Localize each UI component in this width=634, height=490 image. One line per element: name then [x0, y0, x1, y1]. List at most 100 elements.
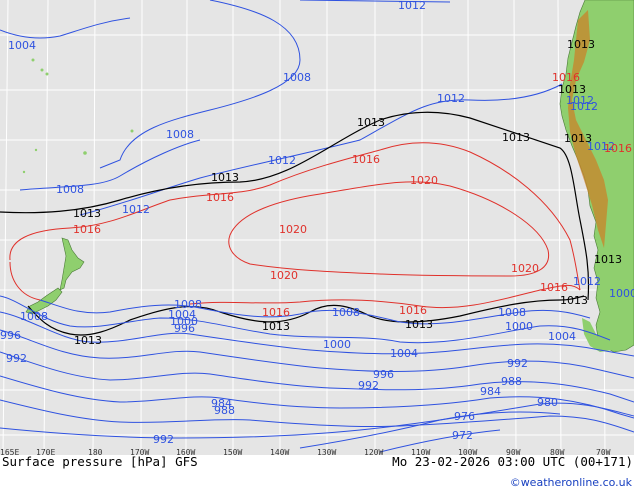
longitude-label: 140W: [270, 448, 289, 457]
isobar-label: 992: [507, 357, 528, 370]
island-dot: [31, 58, 35, 62]
isobar-line-984-south: [0, 399, 634, 433]
isobar-label: 992: [6, 352, 27, 365]
isobar-label: 976: [454, 410, 475, 423]
isobar-label: 1013: [564, 132, 592, 145]
island-dot: [45, 72, 49, 76]
isobar-label: 1004: [548, 330, 576, 343]
isobar-line-1020: [228, 181, 550, 277]
island-dot: [40, 68, 44, 72]
isobar-label: 1012: [398, 0, 426, 12]
isobar-label: 1013: [558, 83, 586, 96]
isobar-label: 1013: [262, 320, 290, 333]
isobar-line-1000-south: [0, 311, 634, 357]
isobar-label: 1012: [122, 203, 150, 216]
isobar-label: 972: [452, 429, 473, 442]
longitude-label: 170E: [36, 448, 55, 457]
isobar-label: 1008: [56, 183, 84, 196]
isobar-line-1013-north: [0, 111, 590, 301]
island-dot: [130, 129, 134, 133]
isobar-label: 1000: [323, 338, 351, 351]
isobar-line-1012-north: [99, 0, 301, 169]
isobar-label: 1012: [437, 92, 465, 105]
isobar-label: 1020: [410, 174, 438, 187]
isobar-label: 1000: [609, 287, 634, 300]
isobar-label: 1012: [570, 100, 598, 113]
isobar-line-1016-south: [9, 261, 581, 309]
isobar-label: 1020: [279, 223, 307, 236]
isobar-label: 992: [153, 433, 174, 446]
isobar-label: 1016: [262, 306, 290, 319]
isobar-label: 992: [358, 379, 379, 392]
isobar-label: 988: [501, 375, 522, 388]
footer-strip: [0, 455, 634, 490]
isobar-line-980-south: [0, 402, 634, 439]
isobar-label: 1012: [573, 275, 601, 288]
isobar-label: 1013: [594, 253, 622, 266]
isobar-label: 1008: [20, 310, 48, 323]
isobar-labels: 1012 1004 1008 1012 1008 1012 1008 1012 …: [0, 0, 634, 446]
longitude-label: 160W: [176, 448, 195, 457]
isobar-label: 984: [211, 397, 232, 410]
isobar-line-1004-south: [0, 295, 611, 344]
isobar-label: 1000: [505, 320, 533, 333]
isobar-line-992-south: [0, 351, 634, 403]
isobar-label: 1013: [567, 38, 595, 51]
isobar-label: 1016: [540, 281, 568, 294]
patagonia-coast: [582, 318, 612, 352]
longitude-label: 150W: [223, 448, 242, 457]
isobar-label: 1008: [332, 306, 360, 319]
isobar-label: 1004: [168, 308, 196, 321]
isobar-label: 1016: [73, 223, 101, 236]
longitude-label: 180: [88, 448, 103, 457]
isobar-line-972-south: [379, 429, 501, 453]
longitude-label: 130W: [317, 448, 336, 457]
longitude-label: 170W: [130, 448, 149, 457]
graticule: [0, 0, 634, 456]
isobar-label: 1020: [511, 262, 539, 275]
longitude-label: 110W: [411, 448, 430, 457]
andes-relief: [568, 10, 608, 248]
isobar-label: 996: [174, 322, 195, 335]
isobar-label: 1000: [170, 315, 198, 328]
longitude-label: 80W: [550, 448, 565, 457]
isobar-label: 1013: [502, 131, 530, 144]
isobar-label: 1013: [211, 171, 239, 184]
isobar-label: 1008: [498, 306, 526, 319]
isobar-line-976-south: [299, 411, 561, 449]
isobar-label: 1008: [174, 298, 202, 311]
valid-time: Mo 23-02-2026 03:00 UTC (00+171): [392, 454, 633, 469]
isobar-label: 1012: [566, 94, 594, 107]
longitude-labels: 165E 170E 180 170W 160W 150W 140W 130W 1…: [0, 448, 611, 457]
isobar-lines: [0, 0, 634, 453]
isobar-label: 1020: [270, 269, 298, 282]
isobar-label: 1013: [74, 334, 102, 347]
isobar-label: 1016: [399, 304, 427, 317]
longitude-label: 165E: [0, 448, 19, 457]
isobar-label: 1012: [587, 140, 615, 153]
isobar-label: 988: [214, 404, 235, 417]
longitude-label: 100W: [458, 448, 477, 457]
island-dot: [22, 170, 26, 174]
isobar-label: 1016: [352, 153, 380, 166]
isobar-line-1008-west: [19, 139, 201, 191]
isobar-line-1012-upper: [299, 0, 451, 3]
site-credit[interactable]: ©weatheronline.co.uk: [510, 476, 633, 489]
isobar-line-1008-south: [39, 299, 591, 325]
isobar-label: 1004: [8, 39, 36, 52]
isobar-label: 1016: [206, 191, 234, 204]
island-dot: [34, 148, 38, 152]
new-zealand-north: [59, 237, 85, 291]
isobar-label: 1013: [357, 116, 385, 129]
isobar-label: 1004: [390, 347, 418, 360]
isobar-line-988-south: [0, 375, 634, 419]
isobar-label: 1016: [604, 142, 632, 155]
isobar-label: 1013: [560, 294, 588, 307]
isobar-label: 984: [480, 385, 501, 398]
isobar-label: 1012: [268, 154, 296, 167]
isobar-label: 1013: [73, 207, 101, 220]
land: [22, 0, 634, 353]
isobar-label: 1013: [405, 318, 433, 331]
longitude-label: 70W: [596, 448, 611, 457]
